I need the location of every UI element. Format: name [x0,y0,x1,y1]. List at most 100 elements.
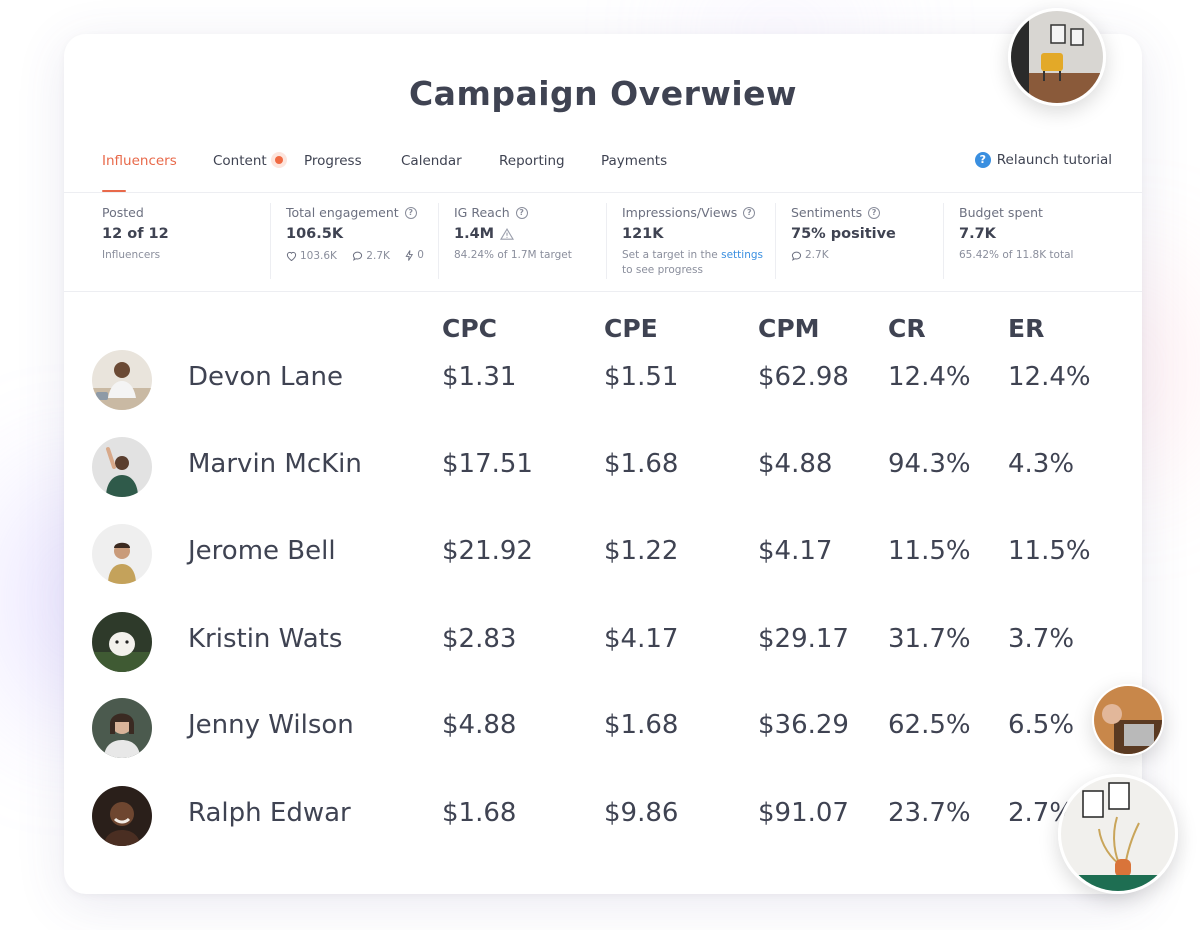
cr-value: 12.4% [888,362,971,392]
decorative-laptop-photo [1092,684,1164,756]
cpe-value: $1.22 [604,536,679,566]
influencer-name: Marvin McKin [188,449,362,479]
cr-value: 23.7% [888,798,971,828]
influencer-name: Kristin Wats [188,624,343,654]
tab-influencers[interactable]: Influencers [102,152,177,192]
avatar [92,350,152,410]
cpm-value: $4.17 [758,536,833,566]
tab-reporting[interactable]: Reporting [499,152,565,192]
stat-total-engagement: Total engagement? 106.5K 103.6K 2.7K 0 [270,193,436,291]
column-header-cr: CR [888,314,926,343]
tab-content[interactable]: Content [213,152,283,192]
comments-count: 2.7K [366,249,390,262]
tab-payments[interactable]: Payments [601,152,667,192]
cr-value: 31.7% [888,624,971,654]
cpe-value: $1.68 [604,710,679,740]
tab-label: Reporting [499,153,565,169]
divider [64,192,1142,193]
er-value: 12.4% [1008,362,1091,392]
influencer-name: Ralph Edwar [188,798,351,828]
divider [64,291,1142,292]
stat-sub: Influencers [102,249,161,261]
cpm-value: $36.29 [758,710,849,740]
cpm-value: $62.98 [758,362,849,392]
sub-text: to see progress [622,264,703,276]
stat-label: IG Reach [454,205,510,220]
stat-ig-reach: IG Reach? 1.4M 84.24% of 1.7M target [438,193,572,291]
tab-calendar[interactable]: Calendar [401,152,462,192]
stat-sentiments: Sentiments? 75% positive 2.7K [775,193,896,291]
column-header-cpc: CPC [442,314,498,343]
table-row[interactable]: Kristin Wats $2.83 $4.17 $29.17 31.7% 3.… [64,610,1142,674]
help-icon[interactable]: ? [404,206,417,219]
help-icon[interactable]: ? [868,206,881,219]
tab-label: Influencers [102,153,177,169]
stat-label: Total engagement [286,205,399,220]
stat-label: Posted [102,205,144,220]
cpc-value: $4.88 [442,710,517,740]
avatar [92,437,152,497]
column-header-er: ER [1008,314,1045,343]
table-row[interactable]: Marvin McKin $17.51 $1.68 $4.88 94.3% 4.… [64,435,1142,499]
cpe-value: $9.86 [604,798,679,828]
tab-label: Progress [304,153,362,169]
page-title: Campaign Overwiew [408,74,798,113]
table-row[interactable]: Jenny Wilson $4.88 $1.68 $36.29 62.5% 6.… [64,696,1142,760]
comments-count: 2.7K [805,249,829,261]
table-row[interactable]: Jerome Bell $21.92 $1.22 $4.17 11.5% 11.… [64,522,1142,586]
stat-value: 1.4M [454,226,495,242]
campaign-overview-card: Campaign Overwiew Influencers Content Pr… [64,34,1142,894]
decorative-vase-photo [1058,774,1178,894]
avatar [92,698,152,758]
cpm-value: $29.17 [758,624,849,654]
avatar [92,612,152,672]
heart-icon [286,251,297,261]
column-header-cpe: CPE [604,314,658,343]
sub-text: Set a target in the [622,249,718,261]
influencer-name: Devon Lane [188,362,343,392]
cr-value: 94.3% [888,449,971,479]
relaunch-tutorial-label: Relaunch tutorial [996,152,1112,168]
stat-value: 12 of 12 [102,226,169,242]
comment-icon [353,251,363,261]
table-row[interactable]: Devon Lane $1.31 $1.51 $62.98 12.4% 12.4… [64,348,1142,412]
stat-sub: 84.24% of 1.7M target [454,249,572,261]
stat-value: 7.7K [959,226,996,242]
stat-sub: Set a target in the settings to see progr… [622,248,763,278]
column-header-cpm: CPM [758,314,820,343]
stat-label: Impressions/Views [622,205,738,220]
tab-progress[interactable]: Progress [304,152,362,192]
stat-sub: 65.42% of 11.8K total [959,249,1074,261]
notification-dot [274,156,283,164]
stat-posted: Posted 12 of 12 Influencers [102,193,169,291]
stat-value: 106.5K [286,226,344,242]
cr-value: 62.5% [888,710,971,740]
er-value: 4.3% [1008,449,1075,479]
table-row[interactable]: Ralph Edwar $1.68 $9.86 $91.07 23.7% 2.7… [64,784,1142,848]
help-icon[interactable]: ? [515,206,528,219]
influencer-name: Jerome Bell [188,536,336,566]
warning-icon [500,228,515,240]
cpm-value: $91.07 [758,798,849,828]
cpc-value: $21.92 [442,536,533,566]
bolt-icon [405,250,414,261]
question-circle-icon: ? [974,152,991,168]
comment-icon [791,251,802,261]
cpm-value: $4.88 [758,449,833,479]
relaunch-tutorial-button[interactable]: ? Relaunch tutorial [974,152,1112,168]
likes-count: 103.6K [300,249,337,262]
decorative-interior-photo [1008,8,1106,106]
tab-label: Content [213,153,267,169]
settings-link[interactable]: settings [721,249,763,261]
cpc-value: $17.51 [442,449,533,479]
tab-label: Calendar [401,153,462,169]
help-icon[interactable]: ? [743,206,756,219]
cpe-value: $4.17 [604,624,679,654]
er-value: 11.5% [1008,536,1091,566]
er-value: 3.7% [1008,624,1075,654]
stat-value: 121K [622,226,664,242]
cpc-value: $2.83 [442,624,517,654]
shares-count: 0 [417,249,424,261]
cpe-value: $1.68 [604,449,679,479]
stat-budget-spent: Budget spent 7.7K 65.42% of 11.8K total [942,193,1074,291]
